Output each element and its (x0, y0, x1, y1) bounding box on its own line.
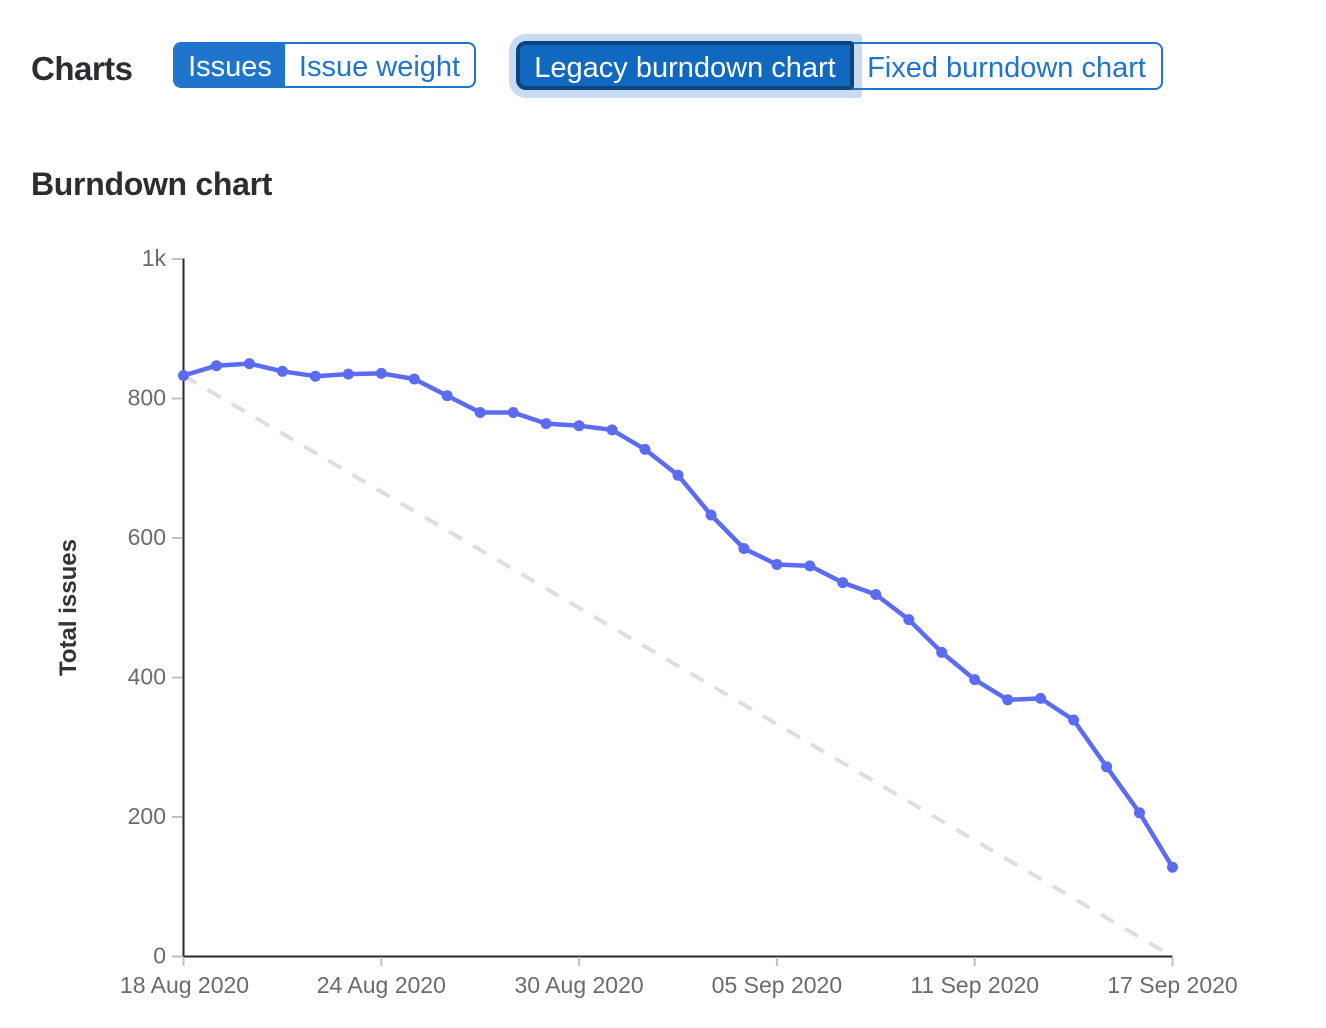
svg-text:11 Sep 2020: 11 Sep 2020 (910, 972, 1039, 998)
svg-text:600: 600 (128, 524, 166, 550)
svg-text:17 Sep 2020: 17 Sep 2020 (1107, 972, 1237, 998)
svg-text:800: 800 (128, 385, 166, 411)
svg-text:05 Sep 2020: 05 Sep 2020 (712, 972, 842, 998)
svg-text:200: 200 (128, 803, 166, 829)
svg-text:18 Aug 2020: 18 Aug 2020 (120, 972, 249, 998)
svg-text:1k: 1k (142, 245, 167, 271)
svg-text:0: 0 (153, 943, 166, 969)
svg-text:30 Aug 2020: 30 Aug 2020 (515, 972, 644, 998)
svg-text:400: 400 (128, 664, 166, 690)
svg-text:Total issues: Total issues (55, 539, 82, 676)
svg-text:24 Aug 2020: 24 Aug 2020 (317, 972, 446, 998)
